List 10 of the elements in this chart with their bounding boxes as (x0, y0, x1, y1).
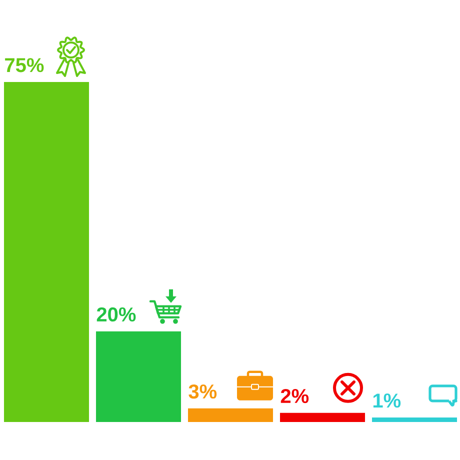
bar (96, 331, 181, 422)
bar (280, 412, 366, 422)
data-label: 2% (280, 388, 309, 404)
bar (188, 408, 274, 422)
bar (372, 417, 458, 422)
data-label: 75% (5, 58, 44, 72)
data-label: 20% (96, 307, 136, 322)
data-label: 3% (188, 384, 217, 399)
bar (4, 82, 89, 422)
data-label: 1% (373, 394, 401, 408)
